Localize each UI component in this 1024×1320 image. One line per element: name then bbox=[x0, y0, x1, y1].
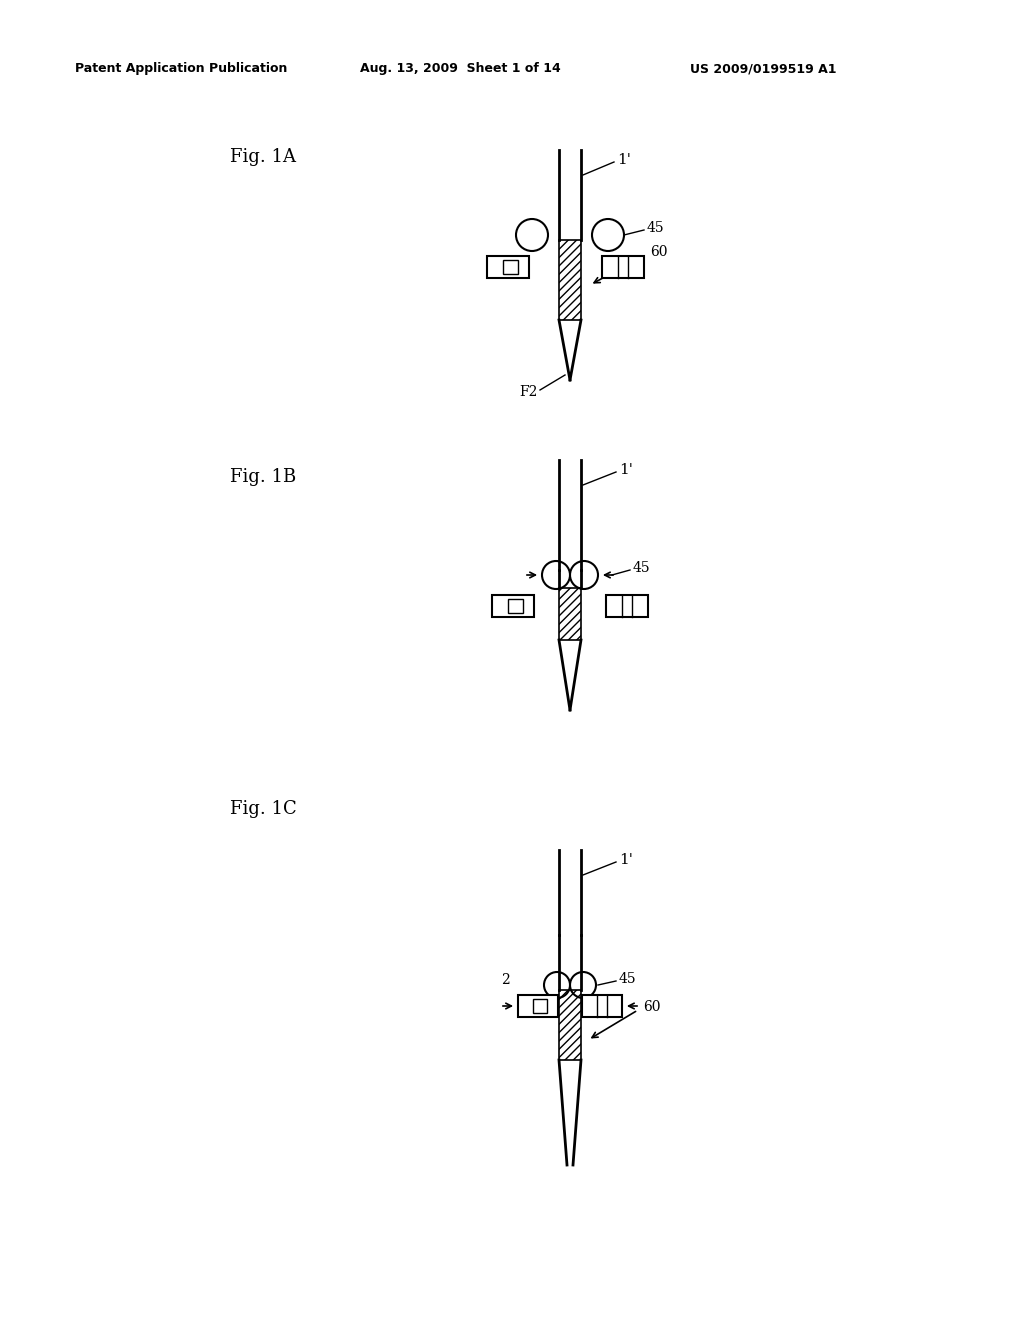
Text: 2: 2 bbox=[502, 973, 510, 987]
Text: 45: 45 bbox=[647, 220, 665, 235]
Text: US 2009/0199519 A1: US 2009/0199519 A1 bbox=[690, 62, 837, 75]
Bar bbox=[487, 256, 529, 279]
Bar bbox=[503, 260, 518, 275]
Text: 1': 1' bbox=[618, 463, 633, 477]
Text: Fig. 1C: Fig. 1C bbox=[230, 800, 297, 818]
Text: 1': 1' bbox=[617, 153, 631, 168]
Text: 60: 60 bbox=[643, 1001, 660, 1014]
Text: 60: 60 bbox=[650, 246, 668, 259]
Text: Patent Application Publication: Patent Application Publication bbox=[75, 62, 288, 75]
Bar bbox=[582, 995, 622, 1016]
Text: 45: 45 bbox=[633, 561, 650, 576]
Text: 45: 45 bbox=[618, 972, 637, 986]
Text: F2: F2 bbox=[519, 385, 538, 399]
Bar bbox=[518, 995, 558, 1016]
Text: Fig. 1A: Fig. 1A bbox=[230, 148, 296, 166]
Text: Fig. 1B: Fig. 1B bbox=[230, 469, 296, 486]
Bar bbox=[534, 999, 547, 1014]
Bar bbox=[602, 256, 644, 279]
Text: Aug. 13, 2009  Sheet 1 of 14: Aug. 13, 2009 Sheet 1 of 14 bbox=[360, 62, 561, 75]
Text: 1': 1' bbox=[618, 853, 633, 867]
Bar bbox=[508, 599, 522, 614]
Bar bbox=[559, 240, 581, 319]
Bar bbox=[559, 587, 581, 640]
Bar bbox=[606, 595, 648, 616]
Bar bbox=[492, 595, 534, 616]
Bar bbox=[559, 990, 581, 1060]
